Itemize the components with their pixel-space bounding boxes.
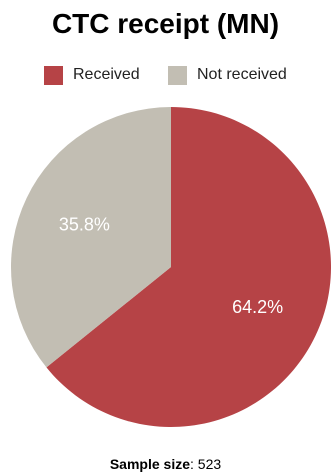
legend-item-not-received: Not received (168, 64, 287, 86)
sample-size-label: Sample size (109, 456, 190, 472)
pie-slice-received (46, 107, 331, 427)
legend-label-received: Received (73, 66, 140, 83)
data-label-received: 64.2% (232, 297, 283, 317)
legend-swatch-received (44, 65, 63, 85)
data-label-not-received: 35.8% (59, 214, 110, 234)
chart-title: CTC receipt (MN) (51, 8, 280, 39)
legend-swatch-not-received (168, 65, 187, 85)
pie-slice-not-received (11, 107, 172, 368)
legend-label-not-received: Not received (197, 66, 287, 83)
legend-item-received: Received (44, 64, 140, 86)
legend: Received Not received (0, 64, 331, 86)
sample-size: Sample size: 523 (109, 456, 222, 472)
sample-size-value: 523 (197, 456, 222, 472)
